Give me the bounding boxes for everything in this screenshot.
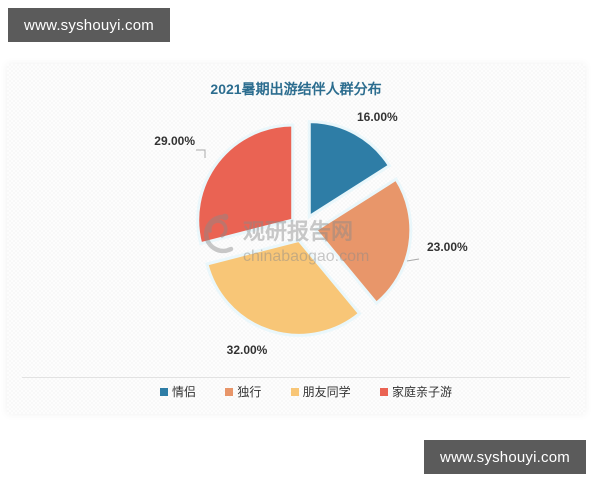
svg-text:29.00%: 29.00%	[154, 134, 195, 148]
svg-text:16.00%: 16.00%	[357, 110, 398, 124]
svg-text:chinabaogao.com: chinabaogao.com	[243, 248, 369, 265]
svg-text:23.00%: 23.00%	[427, 240, 468, 254]
svg-text:32.00%: 32.00%	[227, 343, 268, 357]
svg-text:观研报告网: 观研报告网	[243, 219, 353, 244]
